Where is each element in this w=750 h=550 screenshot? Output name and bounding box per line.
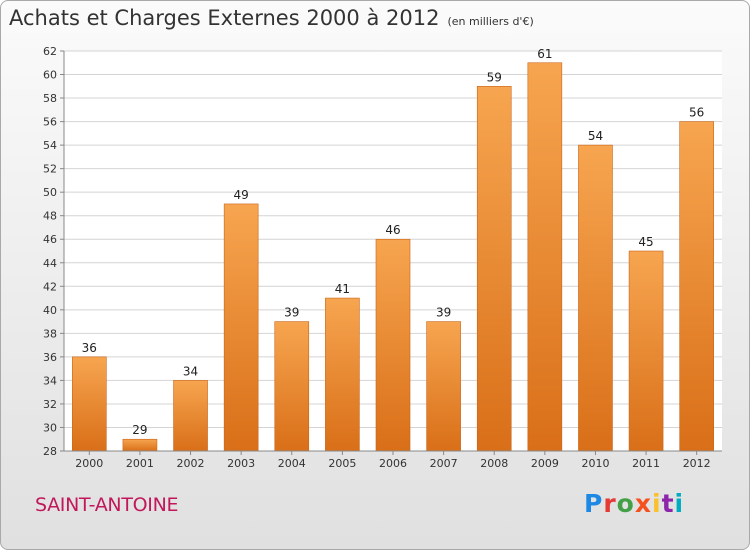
bar-value-label: 39 <box>436 306 451 320</box>
bar-value-label: 59 <box>487 70 502 84</box>
x-tick-label: 2006 <box>379 457 407 470</box>
y-tick-label: 40 <box>43 304 57 317</box>
y-tick-label: 60 <box>43 69 57 82</box>
x-tick-label: 2010 <box>581 457 609 470</box>
x-tick-label: 2011 <box>632 457 660 470</box>
logo-letter: P <box>584 489 604 518</box>
chart-title-text: Achats et Charges Externes 2000 à 2012 <box>9 6 440 30</box>
bar <box>628 250 664 452</box>
bar-value-label: 49 <box>234 188 249 202</box>
logo-letter: r <box>603 489 617 518</box>
bar-value-label: 34 <box>183 364 198 378</box>
chart-title: Achats et Charges Externes 2000 à 2012 (e… <box>9 6 534 30</box>
x-tick-label: 2005 <box>328 457 356 470</box>
x-tick-label: 2012 <box>683 457 711 470</box>
y-tick-label: 48 <box>43 210 57 223</box>
x-tick-label: 2007 <box>430 457 458 470</box>
logo-letter: i <box>674 489 685 518</box>
bar <box>426 321 461 452</box>
logo-letter: t <box>661 489 675 518</box>
bar-value-label: 45 <box>638 235 653 249</box>
y-tick-label: 42 <box>43 280 57 293</box>
y-tick-label: 62 <box>43 45 57 58</box>
bar <box>325 297 360 452</box>
place-name: SAINT-ANTOINE <box>35 494 179 516</box>
x-tick-label: 2001 <box>126 457 154 470</box>
y-tick-label: 30 <box>43 421 57 434</box>
y-tick-label: 50 <box>43 186 57 199</box>
y-tick-label: 32 <box>43 398 57 411</box>
x-tick-label: 2004 <box>278 457 306 470</box>
bar-value-label: 39 <box>284 306 299 320</box>
bar-value-label: 29 <box>132 423 147 437</box>
logo-letter: i <box>652 489 662 518</box>
bar-value-label: 61 <box>537 47 552 61</box>
y-tick-label: 58 <box>43 92 57 105</box>
bar <box>274 321 310 452</box>
y-tick-label: 34 <box>43 374 57 387</box>
x-tick-label: 2003 <box>227 457 255 470</box>
y-tick-label: 44 <box>43 257 57 270</box>
y-tick-label: 38 <box>43 327 57 340</box>
bar <box>375 238 411 452</box>
bar-value-label: 41 <box>335 282 350 296</box>
bars <box>72 62 714 452</box>
x-tick-label: 2002 <box>177 457 205 470</box>
bar <box>476 85 512 452</box>
x-tick-label: 2008 <box>480 457 508 470</box>
proxiti-logo: Proxiti <box>584 489 684 518</box>
bar <box>173 380 208 452</box>
bar-value-label: 54 <box>588 129 603 143</box>
chart-subtitle: (en milliers d'€) <box>447 15 534 28</box>
y-tick-label: 52 <box>43 163 57 176</box>
labels: 28 30 32 34 36 38 40 42 44 46 48 50 52 54 56 58 60 62 36 20… <box>43 45 711 470</box>
bar <box>122 438 158 452</box>
y-tick-label: 36 <box>43 351 57 364</box>
bar <box>578 144 613 452</box>
bar <box>527 62 563 452</box>
x-tick-label: 2000 <box>75 457 103 470</box>
bar <box>72 356 107 452</box>
bar-value-label: 46 <box>385 223 400 237</box>
bar-value-label: 36 <box>82 341 97 355</box>
y-tick-label: 56 <box>43 116 57 129</box>
logo-letter: o <box>616 489 635 518</box>
y-tick-label: 28 <box>43 445 57 458</box>
x-tick-label: 2009 <box>531 457 559 470</box>
y-tick-label: 54 <box>43 139 57 152</box>
axes <box>60 50 722 455</box>
bar <box>223 203 259 452</box>
y-tick-label: 46 <box>43 233 57 246</box>
logo-letter: x <box>634 489 652 518</box>
bar-value-label: 56 <box>689 106 704 120</box>
bar <box>679 121 714 452</box>
